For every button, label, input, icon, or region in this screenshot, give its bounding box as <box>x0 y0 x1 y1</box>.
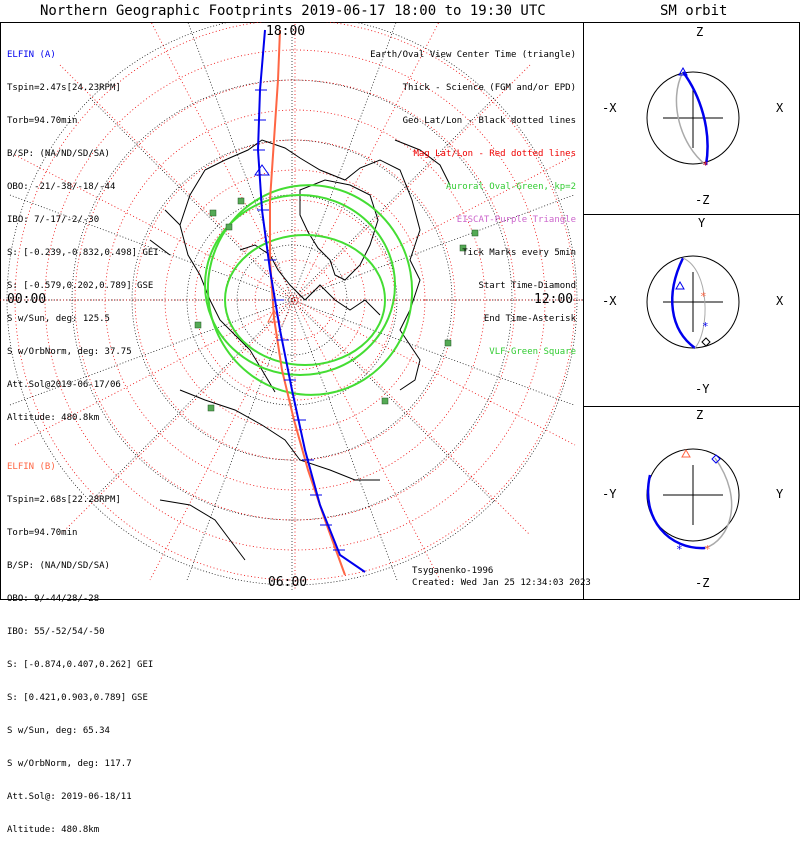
elfin-a-line: OBO: -21/-38/-18/-44 <box>7 182 116 192</box>
elfin-a-line: Att.Sol@2019-06-17/06 <box>7 380 121 390</box>
axis-label: -X <box>602 294 617 308</box>
page-title: Northern Geographic Footprints 2019-06-1… <box>40 3 546 19</box>
elfin-a-line: S w/OrbNorm, deg: 37.75 <box>7 347 132 357</box>
axis-label: -Y <box>695 382 710 396</box>
elfin-a-line: IBO: 7/-17/-2/-30 <box>7 215 100 225</box>
orbit-panel-xy: * * <box>646 255 740 350</box>
svg-text:*: * <box>702 320 709 333</box>
legend-item: Start Time-Diamond <box>478 281 576 291</box>
svg-text:*: * <box>700 290 707 303</box>
elfin-a-line: Tspin=2.47s[24.23RPM] <box>7 83 121 93</box>
polar-map <box>0 22 583 590</box>
legend-item: Tick Marks every 5min <box>462 248 576 258</box>
elfin-b-line: S w/OrbNorm, deg: 117.7 <box>7 759 132 769</box>
svg-text:*: * <box>676 543 683 556</box>
mlt-label-top: 18:00 <box>266 24 306 39</box>
elfin-b-line: Torb=94.70min <box>7 528 78 538</box>
mag-grid <box>0 22 583 590</box>
axis-label: X <box>776 101 784 115</box>
legend-item: End Time-Asterisk <box>483 314 576 324</box>
elfin-b-line: S: [-0.874,0.407,0.262] GEI <box>7 660 154 670</box>
mlt-label-right: 12:00 <box>534 292 574 307</box>
elfin-a-line: B/SP: (NA/ND/SD/SA) <box>7 149 110 159</box>
orbit-panel-xz: * <box>646 66 740 172</box>
elfin-b-line: Att.Sol@: 2019-06-18/11 <box>7 792 132 802</box>
elfin-b-name: ELFIN (B) <box>7 462 56 472</box>
geo-grid <box>0 22 583 590</box>
axis-label: Z <box>696 25 704 39</box>
legend-item: Earth/Oval View Center Time (triangle) <box>370 50 576 60</box>
elfin-a-info: ELFIN (A) Tspin=2.47s[24.23RPM] Torb=94.… <box>7 28 159 435</box>
elfin-b-line: IBO: 55/-52/54/-50 <box>7 627 105 637</box>
elfin-a-name: ELFIN (A) <box>7 50 56 60</box>
axis-label: -Z <box>695 193 710 207</box>
legend-item: Thick - Science (FGM and/or EPD) <box>402 83 576 93</box>
elfin-a-line: S: [-0.239,-0.832,0.498] GEI <box>7 248 159 258</box>
axis-label: Z <box>696 408 704 422</box>
legend-item: VLF-Green Square <box>489 347 576 357</box>
axis-label: -Y <box>602 487 617 501</box>
axis-label: Y <box>776 487 784 501</box>
elfin-a-line: Torb=94.70min <box>7 116 78 126</box>
elfin-b-line: S: [0.421,0.903,0.789] GSE <box>7 693 148 703</box>
orbit-title: SM orbit <box>660 3 728 19</box>
axis-label: -X <box>602 101 617 115</box>
orbit-panel-yz: * * <box>646 448 740 556</box>
footprint-diagram: * * * * * <box>0 22 800 600</box>
elfin-a-line: Altitude: 480.8km <box>7 413 100 423</box>
created-stamp: Created: Wed Jan 25 12:34:03 2023 <box>412 578 591 588</box>
axis-label: Y <box>698 216 706 230</box>
elfin-a-line: S w/Sun, deg: 125.5 <box>7 314 110 324</box>
vlf-stations <box>194 197 479 412</box>
legend-item: Geo Lat/Lon - Black dotted lines <box>402 116 576 126</box>
mlt-label-bottom: 06:00 <box>268 575 308 590</box>
axis-label: -Z <box>695 576 710 590</box>
legend-item: Auroral Oval-Green, kp=2 <box>445 182 576 192</box>
elfin-b-line: B/SP: (NA/ND/SD/SA) <box>7 561 110 571</box>
legend-item: Mag Lat/Lon - Red dotted lines <box>413 149 576 159</box>
auroral-ovals <box>204 184 414 396</box>
elfin-b-info: ELFIN (B) Tspin=2.68s[22.28RPM] Torb=94.… <box>7 440 153 847</box>
elfin-b-line: OBO: 9/-44/28/-28 <box>7 594 100 604</box>
elfin-a-track <box>253 29 366 573</box>
elfin-a-line: S: [-0.579,0.202,0.789] GSE <box>7 281 154 291</box>
elfin-b-line: Tspin=2.68s[22.28RPM] <box>7 495 121 505</box>
elfin-b-track <box>267 29 346 576</box>
elfin-b-line: Altitude: 480.8km <box>7 825 100 835</box>
legend: Earth/Oval View Center Time (triangle) T… <box>370 28 576 369</box>
elfin-b-line: S w/Sun, deg: 65.34 <box>7 726 110 736</box>
mlt-label-left: 00:00 <box>7 292 47 307</box>
svg-text:*: * <box>704 543 711 556</box>
legend-item: EISCAT-Purple Triangle <box>456 215 576 225</box>
svg-text:*: * <box>702 159 709 172</box>
credit: Tsyganenko-1996 <box>412 566 494 576</box>
axis-label: X <box>776 294 784 308</box>
